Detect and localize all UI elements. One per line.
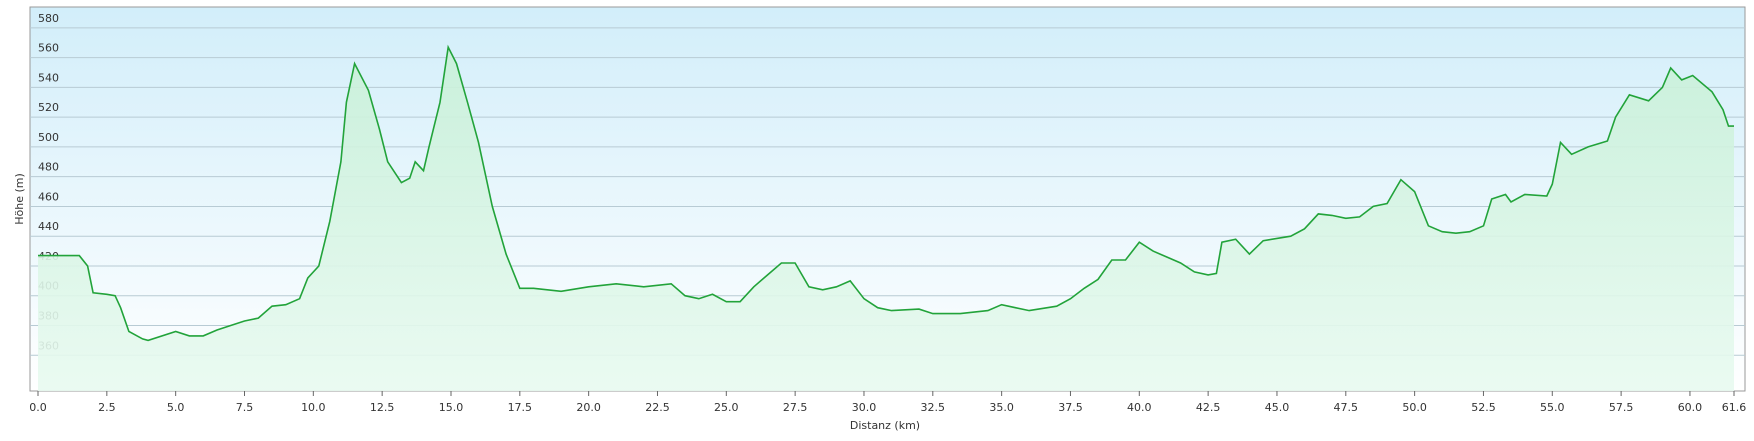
x-tick-label: 47.5 xyxy=(1334,401,1359,414)
x-tick-label: 5.0 xyxy=(167,401,185,414)
y-axis-title: Höhe (m) xyxy=(13,173,26,225)
x-tick-label: 15.0 xyxy=(439,401,464,414)
x-tick-label: 40.0 xyxy=(1127,401,1152,414)
x-tick-label: 35.0 xyxy=(989,401,1014,414)
x-tick-label: 52.5 xyxy=(1471,401,1496,414)
x-tick-label: 50.0 xyxy=(1402,401,1427,414)
x-tick-label: 17.5 xyxy=(508,401,533,414)
y-tick-label: 500 xyxy=(38,131,59,144)
x-tick-label: 45.0 xyxy=(1265,401,1290,414)
x-tick-label: 0.0 xyxy=(29,401,47,414)
y-tick-label: 480 xyxy=(38,161,59,174)
y-tick-label: 460 xyxy=(38,190,59,203)
x-tick-label: 42.5 xyxy=(1196,401,1221,414)
y-tick-label: 520 xyxy=(38,101,59,114)
y-tick-label: 560 xyxy=(38,42,59,55)
x-tick-label: 27.5 xyxy=(783,401,808,414)
x-tick-label: 57.5 xyxy=(1609,401,1634,414)
x-tick-label: 25.0 xyxy=(714,401,739,414)
x-tick-label: 60.0 xyxy=(1678,401,1703,414)
x-tick-label: 61.6 xyxy=(1722,401,1747,414)
x-tick-label: 10.0 xyxy=(301,401,326,414)
x-tick-label: 2.5 xyxy=(98,401,116,414)
elevation-line xyxy=(38,44,1734,342)
x-tick-label: 32.5 xyxy=(921,401,946,414)
x-tick-label: 22.5 xyxy=(645,401,670,414)
x-tick-label: 20.0 xyxy=(576,401,601,414)
x-tick-label: 37.5 xyxy=(1058,401,1083,414)
x-tick-label: 7.5 xyxy=(236,401,254,414)
y-tick-label: 540 xyxy=(38,71,59,84)
x-axis-title: Distanz (km) xyxy=(850,419,920,432)
x-tick-label: 55.0 xyxy=(1540,401,1565,414)
x-tick-label: 12.5 xyxy=(370,401,395,414)
area-fill xyxy=(38,47,1734,391)
y-tick-label: 580 xyxy=(38,12,59,25)
y-tick-label: 440 xyxy=(38,220,59,233)
x-tick-label: 30.0 xyxy=(852,401,877,414)
